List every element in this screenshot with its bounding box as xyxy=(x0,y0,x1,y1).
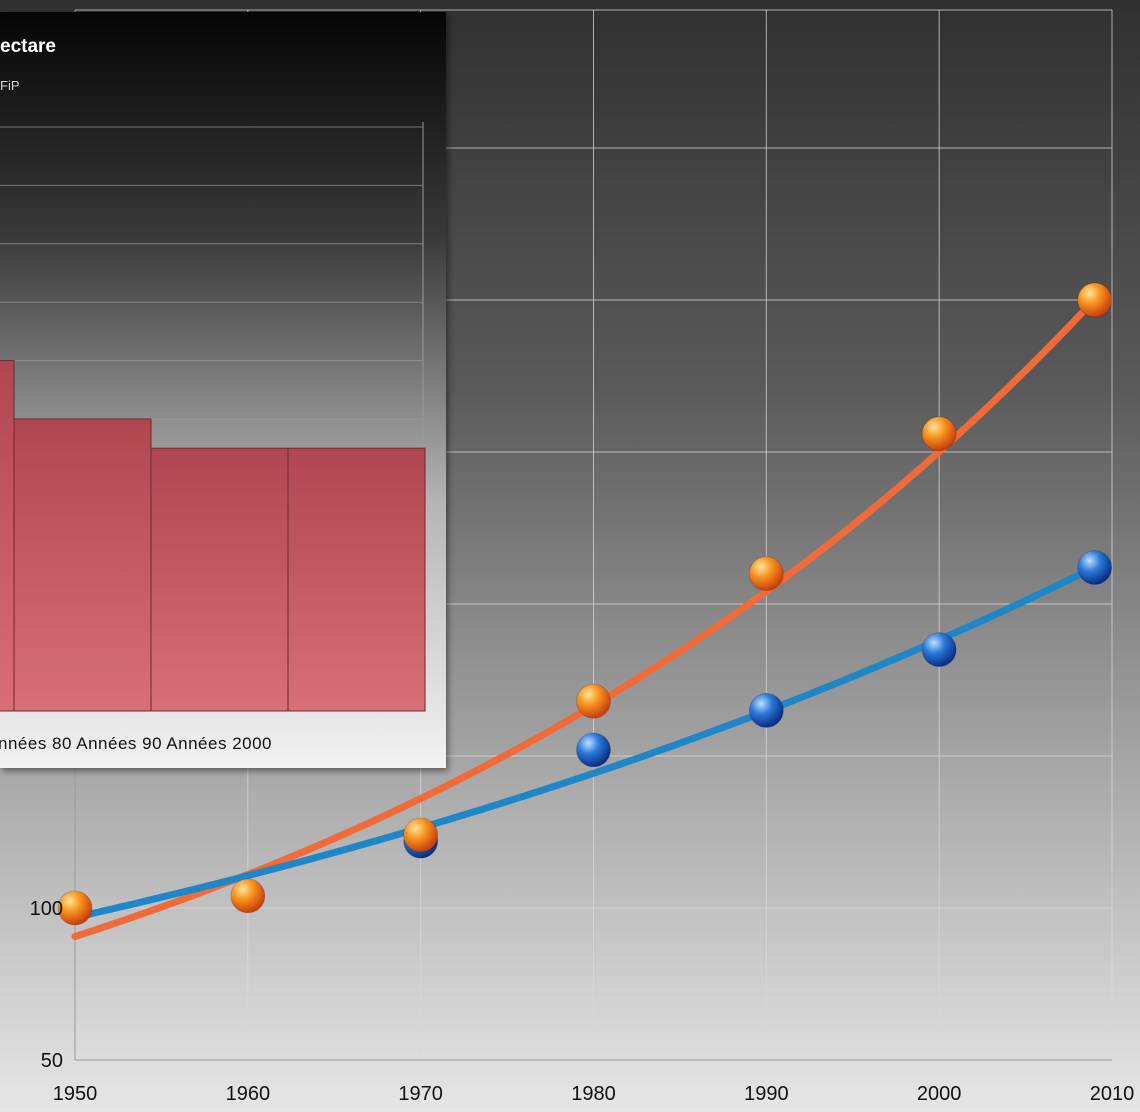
orange-data-point xyxy=(576,683,611,719)
main-y-tick-label: 100 xyxy=(30,898,63,920)
inset-bar-chart: nnées 80 Années 90 Années 2000 ectare Fi… xyxy=(0,12,446,768)
orange-data-point xyxy=(921,416,957,452)
orange-data-point xyxy=(57,890,93,926)
inset-bar xyxy=(150,447,289,712)
inset-bar xyxy=(287,447,426,712)
inset-bar xyxy=(13,418,152,712)
main-tick-labels: 195019601970198019902000201050100150 xyxy=(30,746,1135,1105)
main-x-tick-label: 1990 xyxy=(744,1083,789,1105)
blue-data-point xyxy=(748,692,784,728)
main-x-tick-label: 1980 xyxy=(571,1083,616,1105)
orange-data-point xyxy=(230,878,266,914)
main-x-tick-label: 2000 xyxy=(917,1083,962,1105)
orange-data-point xyxy=(748,556,784,592)
main-x-tick-label: 2010 xyxy=(1090,1083,1135,1105)
orange-data-point xyxy=(1077,282,1113,318)
main-series xyxy=(57,282,1113,940)
main-x-tick-label: 1960 xyxy=(226,1083,271,1105)
inset-category-labels: nnées 80 Années 90 Années 2000 xyxy=(0,734,272,753)
blue-data-point xyxy=(1077,550,1113,586)
inset-title: ectare xyxy=(0,36,56,57)
blue-data-point xyxy=(576,732,611,768)
inset-chart-plot: nnées 80 Années 90 Années 2000 xyxy=(0,122,426,753)
inset-subtitle: FiP xyxy=(0,78,20,93)
orange-data-point xyxy=(403,817,439,853)
inset-bars xyxy=(0,360,426,712)
main-x-tick-label: 1970 xyxy=(398,1083,443,1105)
main-x-tick-label: 1950 xyxy=(53,1083,98,1105)
blue-data-point xyxy=(921,632,957,668)
inset-bar-partial xyxy=(0,360,15,712)
main-y-tick-label: 50 xyxy=(41,1050,63,1072)
